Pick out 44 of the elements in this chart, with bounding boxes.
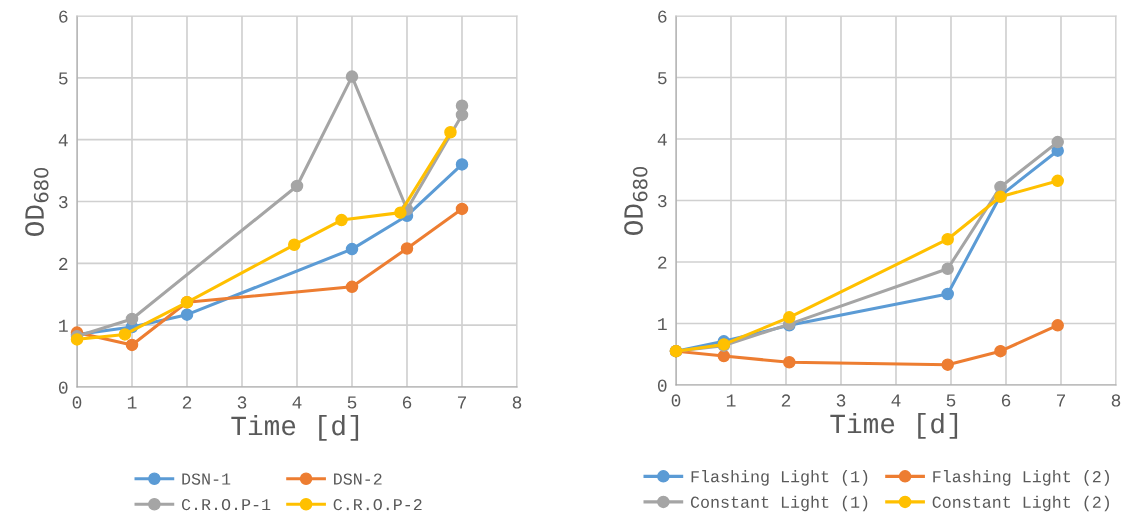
legend-label: Flashing Light (2) — [933, 470, 1109, 486]
legend-label: Constant Light (1) — [690, 495, 868, 512]
x-tick-label: 7 — [457, 396, 467, 409]
legend-label: Constant Light (2) — [932, 495, 1109, 512]
x-tick-label: 2 — [182, 396, 192, 409]
x-axis-title: Time [d] — [830, 412, 958, 439]
x-tick-label: 2 — [781, 394, 791, 407]
x-tick-label: 5 — [347, 396, 357, 409]
y-tick-label: 5 — [58, 72, 68, 85]
x-tick-label: 8 — [1111, 394, 1121, 407]
legend-label: C.R.O.P-1 — [181, 498, 271, 511]
y-tick-label: 6 — [658, 10, 667, 23]
legend-label: Flashing Light (1) — [691, 470, 868, 486]
legend-label: C.R.O.P-2 — [333, 498, 422, 511]
x-tick-label: 3 — [836, 394, 846, 407]
y-tick-label: 4 — [657, 133, 667, 146]
x-tick-label: 0 — [671, 394, 681, 407]
y-tick-label: 0 — [657, 379, 667, 392]
y-tick-label: 3 — [657, 194, 667, 208]
y-tick-label: 1 — [59, 319, 68, 332]
x-axis-title: Time [d] — [231, 414, 359, 441]
y-tick-label: 1 — [658, 318, 667, 331]
y-tick-label: 2 — [658, 256, 667, 269]
x-tick-label: 4 — [292, 396, 302, 409]
x-tick-label: 6 — [402, 396, 412, 409]
y-axis-title: OD$_{680}$ — [25, 167, 49, 236]
y-axis-title: OD$_{680}$ — [624, 166, 648, 235]
x-tick-label: 8 — [512, 396, 522, 409]
y-tick-label: 3 — [58, 195, 68, 209]
y-tick-label: 5 — [657, 72, 667, 85]
y-tick-label: 4 — [58, 134, 68, 147]
y-tick-label: 6 — [59, 10, 68, 23]
x-tick-label: 0 — [72, 396, 82, 409]
x-tick-label: 5 — [946, 394, 956, 407]
x-tick-label: 4 — [891, 394, 901, 407]
y-tick-label: 2 — [59, 257, 68, 270]
x-tick-label: 7 — [1056, 394, 1066, 407]
legend-label: DSN-2 — [334, 473, 382, 485]
x-tick-label: 3 — [237, 396, 247, 409]
y-tick-label: 0 — [58, 381, 68, 394]
x-tick-label: 1 — [726, 394, 736, 407]
x-tick-label: 6 — [1001, 394, 1011, 407]
x-tick-label: 1 — [127, 396, 137, 409]
legend-label: DSN-1 — [182, 473, 231, 485]
